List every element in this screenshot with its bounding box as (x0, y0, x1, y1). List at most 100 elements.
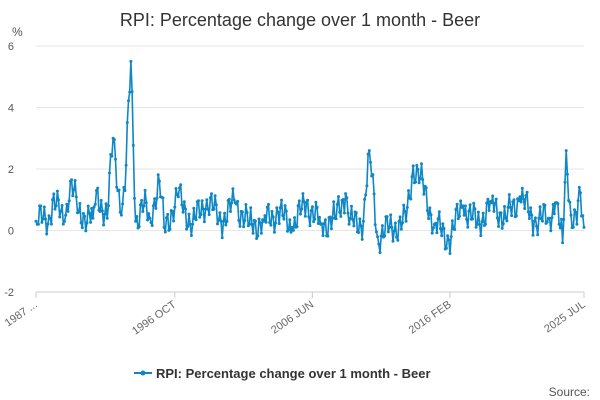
data-point (437, 210, 441, 214)
data-point (86, 204, 90, 208)
data-point (267, 202, 270, 206)
data-point (494, 197, 498, 201)
data-point (128, 90, 132, 94)
data-point (44, 217, 47, 221)
data-point (458, 214, 461, 218)
data-point (350, 204, 353, 208)
data-point (148, 216, 152, 220)
data-point (545, 220, 549, 224)
data-point (98, 210, 102, 213)
data-point (537, 216, 541, 220)
data-point (392, 229, 396, 233)
data-point (248, 222, 251, 226)
data-point (536, 233, 540, 237)
data-point (288, 218, 292, 222)
data-point (180, 203, 184, 207)
data-point (358, 217, 362, 221)
data-point (217, 218, 221, 222)
legend[interactable]: RPI: Percentage change over 1 month - Be… (134, 366, 431, 381)
data-point (422, 192, 426, 196)
data-point (490, 201, 493, 205)
data-point (289, 230, 293, 234)
data-point (361, 219, 365, 223)
data-point (102, 223, 106, 227)
data-point (66, 209, 70, 213)
data-point (106, 204, 110, 208)
data-point (456, 217, 460, 221)
data-point (280, 198, 283, 202)
data-point (225, 219, 229, 223)
data-point (543, 203, 547, 207)
y-tick-label: 4 (8, 103, 14, 115)
data-point (178, 186, 181, 190)
data-point (127, 99, 130, 103)
data-point (198, 215, 202, 219)
data-point (431, 226, 435, 230)
data-point (552, 212, 556, 216)
data-point (123, 189, 127, 192)
x-tick-label: 2016 FEB (407, 299, 454, 337)
data-point (549, 229, 553, 233)
data-point (514, 214, 518, 218)
data-point (440, 234, 444, 238)
data-point (184, 207, 187, 211)
data-point (55, 189, 59, 193)
data-point (34, 219, 38, 223)
data-point (530, 213, 534, 217)
data-point (344, 192, 348, 196)
data-point (428, 206, 432, 210)
data-point (250, 222, 254, 226)
data-point (565, 172, 569, 176)
data-point (481, 211, 485, 215)
data-point (213, 194, 217, 198)
data-point (504, 216, 508, 220)
data-point (194, 218, 198, 222)
data-point (45, 232, 49, 236)
data-point (329, 227, 333, 231)
data-point (531, 233, 535, 237)
data-point (124, 163, 128, 167)
data-point (73, 179, 77, 182)
data-point (363, 197, 367, 201)
data-point (512, 198, 516, 202)
data-point (556, 202, 560, 206)
data-point (463, 204, 467, 208)
data-point (346, 211, 350, 215)
data-point (236, 199, 240, 203)
data-point (162, 225, 166, 229)
data-point (231, 187, 235, 191)
data-point (166, 212, 170, 216)
data-point (300, 207, 304, 211)
data-point (525, 190, 529, 194)
data-point (144, 201, 148, 205)
data-point (518, 195, 522, 199)
data-point (142, 204, 146, 208)
data-point (379, 234, 383, 238)
data-point (155, 196, 159, 200)
data-point (54, 204, 58, 208)
data-point (186, 224, 190, 228)
data-point (230, 201, 234, 205)
data-point (301, 192, 305, 196)
data-point (258, 221, 262, 225)
data-point (99, 198, 103, 202)
chart-title: RPI: Percentage change over 1 month - Be… (120, 10, 480, 30)
data-point (407, 189, 410, 193)
data-point (378, 251, 382, 255)
data-point (245, 211, 249, 214)
data-point (465, 217, 469, 221)
data-point (47, 214, 51, 218)
data-point (67, 199, 71, 203)
data-point (172, 219, 176, 223)
data-point (434, 221, 438, 225)
data-point (520, 186, 524, 190)
data-point (48, 216, 52, 220)
data-point (276, 210, 280, 214)
data-point (296, 204, 300, 208)
data-point (174, 187, 178, 190)
data-point (187, 212, 191, 216)
data-point (291, 228, 295, 232)
data-point (112, 138, 116, 141)
data-point (506, 205, 510, 209)
data-point (77, 210, 81, 214)
